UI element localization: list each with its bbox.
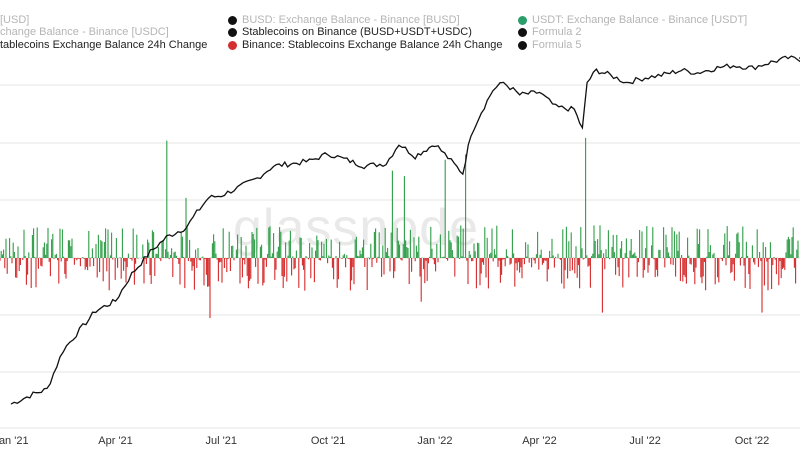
x-tick-label: Apr '22: [522, 435, 557, 447]
legend-dot-icon: [518, 40, 527, 50]
legend-item[interactable]: Stablecoins on Binance (BUSD+USDT+USDC): [228, 26, 472, 38]
legend-label: USDT: Exchange Balance - Binance [USDT]: [532, 14, 748, 26]
legend-item[interactable]: USDT: Exchange Balance - Binance [USDT]: [518, 14, 747, 26]
balance-line: [10, 55, 800, 405]
legend-dot-icon: [228, 27, 237, 37]
x-tick-label: Oct '21: [311, 435, 346, 447]
legend-item[interactable]: BUSD: Exchange Balance - Binance [BUSD]: [228, 14, 460, 26]
legend: [USD] BUSD: Exchange Balance - Binance [B…: [0, 0, 800, 56]
legend-label: change Balance - Binance [USDC]: [0, 26, 169, 38]
legend-label: Stablecoins on Binance (BUSD+USDT+USDC): [242, 26, 472, 38]
legend-label: Formula 5: [532, 39, 582, 51]
legend-label: [USD]: [0, 14, 30, 26]
x-tick-label: Jul '21: [205, 435, 236, 447]
legend-label: Binance: Stablecoins Exchange Balance 24…: [242, 39, 503, 51]
change-bars: [0, 137, 799, 319]
legend-label: tablecoins Exchange Balance 24h Change: [0, 39, 208, 51]
legend-dot-icon: [228, 15, 237, 25]
legend-item[interactable]: [USD]: [0, 14, 29, 26]
x-tick-label: Apr '21: [98, 435, 133, 447]
legend-item[interactable]: Binance: Stablecoins Exchange Balance 24…: [228, 39, 503, 51]
legend-item[interactable]: change Balance - Binance [USDC]: [0, 26, 169, 38]
x-tick-label: Jul '22: [629, 435, 660, 447]
legend-item[interactable]: Formula 5: [518, 39, 582, 51]
legend-item[interactable]: tablecoins Exchange Balance 24h Change: [0, 39, 207, 51]
legend-dot-icon: [518, 15, 527, 25]
x-tick-label: Jan '22: [417, 435, 452, 447]
x-tick-label: Oct '22: [735, 435, 770, 447]
x-tick-label: Jan '21: [0, 435, 29, 447]
legend-item[interactable]: Formula 2: [518, 26, 582, 38]
legend-dot-icon: [228, 40, 237, 50]
legend-label: Formula 2: [532, 26, 582, 38]
legend-dot-icon: [518, 27, 527, 37]
legend-label: BUSD: Exchange Balance - Binance [BUSD]: [242, 14, 460, 26]
x-axis: Jan '21 Apr '21 Jul '21 Oct '21 Jan '22 Apr '…: [0, 435, 769, 447]
